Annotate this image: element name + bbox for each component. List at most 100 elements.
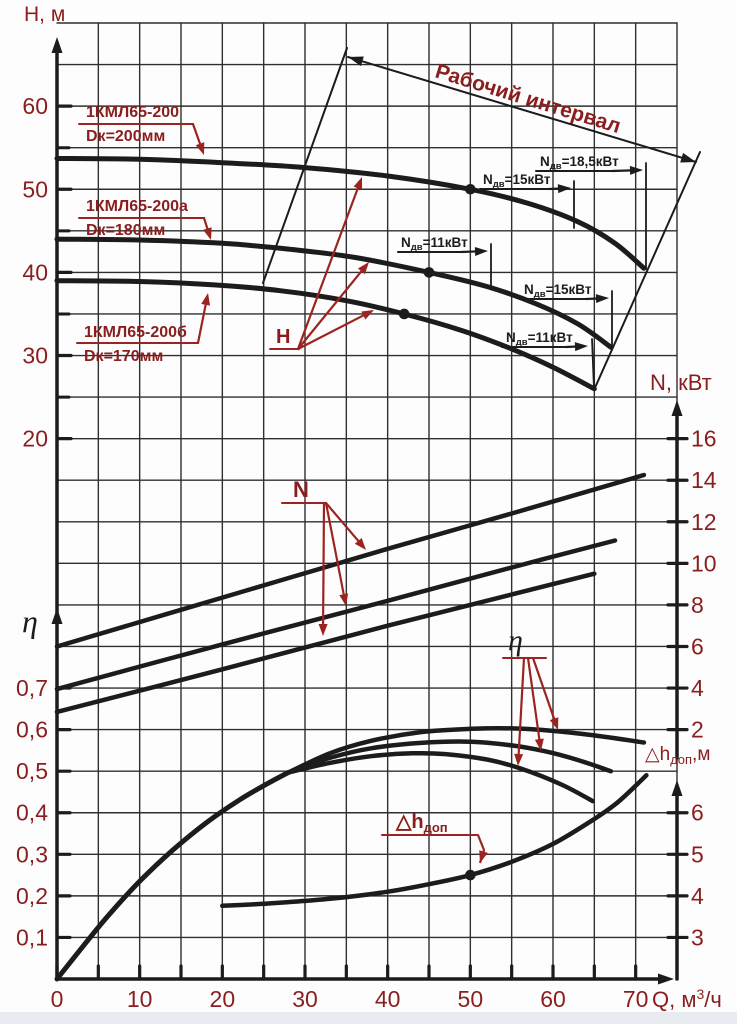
h-curves-arrow-line bbox=[296, 311, 371, 351]
text-part: дв bbox=[516, 337, 528, 348]
q-tick-label: 40 bbox=[375, 986, 401, 1012]
text-part: N bbox=[540, 154, 550, 169]
text-part: N bbox=[483, 172, 493, 187]
n-tick-label: 6 bbox=[691, 633, 704, 659]
text-part: =15кВт bbox=[546, 282, 592, 297]
pump-label-model: 1КМЛ65-200 bbox=[86, 104, 179, 121]
q-tick-label: 60 bbox=[540, 986, 566, 1012]
dh-axis-title: △hдоп,м bbox=[645, 744, 710, 767]
n-curves-arrow-line bbox=[321, 501, 326, 633]
motor-power-label: Nдв=15кВт bbox=[524, 282, 592, 300]
pump-label-arrow-head bbox=[195, 142, 205, 155]
curve-dh-dop bbox=[220, 773, 649, 909]
curve-N-200b bbox=[54, 571, 597, 715]
h-axis-arrowhead bbox=[51, 37, 63, 53]
eta-curves-arrow-head bbox=[514, 753, 524, 766]
text-part: дв bbox=[534, 289, 546, 300]
n-tick-label: 10 bbox=[691, 550, 717, 576]
q-tick-label: 70 bbox=[623, 986, 649, 1012]
pump-labels: 1КМЛ65-200 Dк=200мм 1КМЛ65-200а Dк=180мм 1КМ… bbox=[76, 104, 212, 365]
eta-axis-title: η bbox=[22, 603, 38, 639]
text-part: =11кВт bbox=[528, 330, 573, 345]
n-tick-label: 2 bbox=[691, 717, 704, 743]
motor-power-arrow-head bbox=[574, 342, 588, 352]
eta-tick-label: 0,5 bbox=[16, 758, 48, 784]
curve-point-marker bbox=[465, 183, 476, 195]
text-part: ,м bbox=[692, 744, 710, 765]
h-curves-arrow-head bbox=[357, 262, 369, 275]
text-part: 3 bbox=[696, 986, 704, 1002]
n-curves-arrow-line bbox=[324, 501, 364, 548]
curve-eta-200 bbox=[286, 725, 647, 775]
footer-strip bbox=[0, 1012, 737, 1024]
curve-point-marker bbox=[423, 267, 435, 278]
motor-power-labels: Nдв=18,5кВтNдв=15кВтNдв=11кВтNдв=15кВтNд… bbox=[397, 154, 647, 390]
working-interval-dimension-line bbox=[347, 56, 697, 163]
eta-tick-label: 0,6 bbox=[16, 717, 48, 743]
text-part: дв bbox=[411, 242, 423, 253]
curve-H-200 bbox=[54, 156, 647, 271]
q-tick-label: 20 bbox=[210, 986, 236, 1012]
eta-curves-label: η bbox=[508, 624, 523, 657]
text-part: дв bbox=[550, 161, 562, 172]
dh-tick-label: 3 bbox=[691, 924, 704, 950]
dh-tick-label: 4 bbox=[691, 883, 704, 909]
text-part: △h bbox=[395, 811, 424, 833]
h-curves-arrow-line bbox=[296, 180, 362, 351]
dh-axis-arrowhead bbox=[671, 780, 683, 796]
curve-N-200 bbox=[54, 472, 647, 649]
text-part: =11кВт bbox=[423, 235, 468, 250]
pump-label-model: 1КМЛ65-200б bbox=[84, 324, 187, 341]
text-part: N bbox=[401, 235, 411, 250]
eta-curves-arrow-line bbox=[526, 656, 542, 748]
curve-N-200a bbox=[54, 538, 618, 692]
q-tick-label: 50 bbox=[458, 986, 484, 1012]
n-tick-label: 8 bbox=[691, 592, 704, 618]
n-curves-arrow-line bbox=[324, 501, 347, 603]
dh-curve-label: △hдоп bbox=[395, 811, 448, 835]
q-axis-arrowhead bbox=[658, 973, 674, 985]
eta-tick-label: 0,3 bbox=[16, 841, 48, 867]
pump-label-arrow-head bbox=[203, 227, 212, 240]
pump-label-impeller: Dк=200мм bbox=[86, 128, 165, 145]
grid bbox=[56, 22, 678, 980]
eta-tick-label: 0,2 bbox=[16, 883, 48, 909]
n-curves-arrow-head bbox=[354, 537, 366, 550]
motor-power-arrow-head bbox=[557, 184, 571, 194]
curve-H-200b bbox=[54, 278, 597, 392]
dh-curve-arrow-head bbox=[479, 850, 488, 863]
n-axis-title: N, кВт bbox=[650, 370, 712, 395]
n-curves-arrow-head bbox=[318, 623, 328, 636]
motor-power-label: Nдв=18,5кВт bbox=[540, 154, 619, 172]
text-part: N bbox=[506, 330, 516, 345]
motor-power-label: Nдв=11кВт bbox=[401, 235, 468, 253]
h-tick-label: 20 bbox=[22, 426, 48, 452]
dh-tick-label: 6 bbox=[691, 800, 704, 826]
pump-label-impeller: Dк=180мм bbox=[86, 222, 165, 239]
text-part: дв bbox=[493, 179, 505, 190]
motor-power-extension-line bbox=[591, 338, 595, 390]
n-tick-label: 14 bbox=[691, 467, 717, 493]
text-part: доп bbox=[670, 752, 692, 767]
eta-tick-label: 0,1 bbox=[16, 924, 48, 950]
eta-curves-arrow-line bbox=[531, 656, 558, 727]
curve-eta-trunk bbox=[54, 769, 291, 982]
text-part: =18,5кВт bbox=[562, 154, 619, 169]
motor-power-label: Nдв=11кВт bbox=[506, 330, 573, 348]
n-tick-label: 4 bbox=[691, 675, 704, 701]
text-part: доп bbox=[424, 820, 448, 835]
h-curves-arrow-head bbox=[353, 177, 363, 190]
working-interval-right-edge bbox=[593, 151, 701, 391]
dh-tick-label: 5 bbox=[691, 841, 704, 867]
text-part: =15кВт bbox=[505, 172, 551, 187]
motor-power-arrow-head bbox=[629, 165, 643, 175]
axes bbox=[51, 37, 689, 985]
curve-group-labels: Н Nη △hдоп bbox=[269, 177, 559, 864]
curve-eta-200a bbox=[286, 739, 614, 775]
pump-label-model: 1КМЛ65-200а bbox=[86, 198, 188, 215]
eta-tick-label: 0,7 bbox=[16, 675, 48, 701]
n-axis-arrowhead bbox=[671, 400, 683, 416]
curves bbox=[54, 156, 649, 982]
motor-power-arrow-head bbox=[595, 294, 609, 304]
